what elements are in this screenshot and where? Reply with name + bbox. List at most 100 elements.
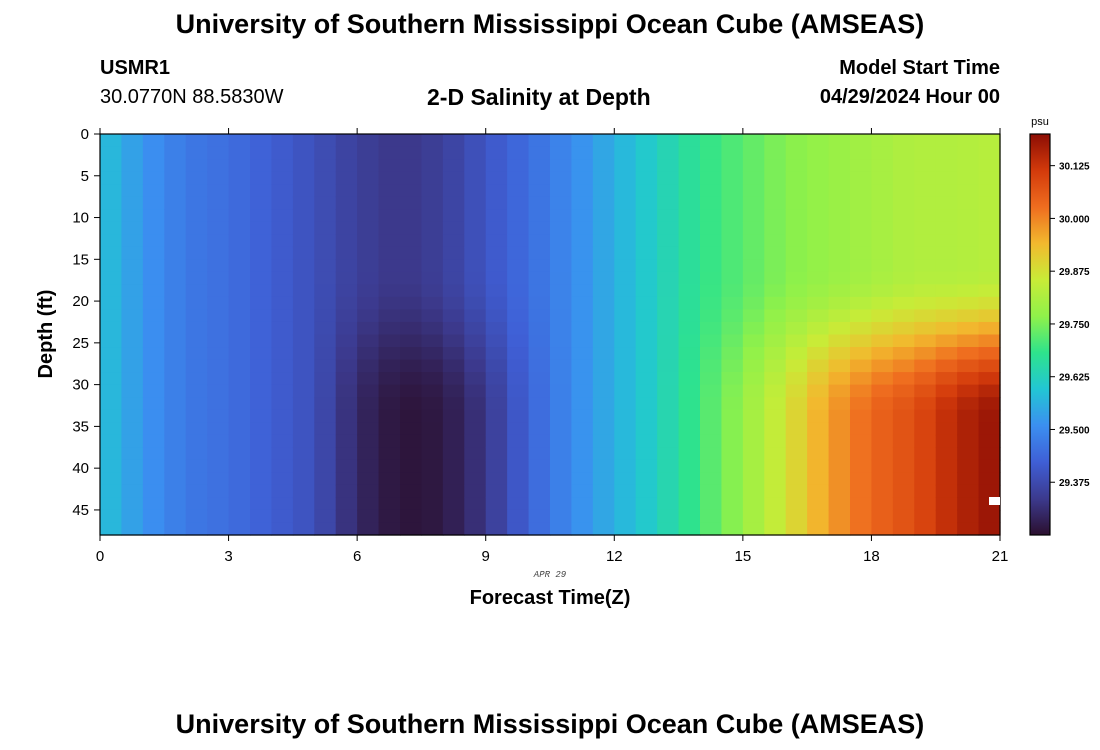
heatmap-cell: [678, 309, 701, 323]
heatmap-cell: [678, 459, 701, 473]
heatmap-cell: [871, 372, 894, 386]
heatmap-cell: [121, 484, 144, 499]
heatmap-cell: [528, 246, 551, 260]
heatmap-cell: [721, 196, 744, 210]
heatmap-cell: [207, 196, 230, 210]
heatmap-cell: [250, 321, 273, 336]
heatmap-cell: [164, 284, 187, 298]
heatmap-cell: [635, 347, 658, 361]
heatmap-cell: [678, 234, 701, 248]
heatmap-cell: [828, 296, 851, 311]
heatmap-cell: [614, 459, 637, 473]
heatmap-cell: [464, 221, 487, 235]
heatmap-cell: [271, 484, 294, 499]
heatmap-cell: [892, 259, 915, 273]
heatmap-cell: [421, 259, 444, 273]
heatmap-cell: [935, 522, 958, 536]
heatmap-cell: [742, 522, 765, 536]
heatmap-cell: [314, 184, 337, 198]
heatmap-cell: [528, 384, 551, 398]
heatmap-cell: [528, 134, 551, 148]
heatmap-cell: [442, 146, 465, 160]
heatmap-cell: [485, 309, 508, 323]
heatmap-cell: [421, 209, 444, 223]
heatmap-cell: [335, 146, 358, 160]
heatmap-cell: [850, 271, 873, 285]
heatmap-cell: [271, 284, 294, 298]
heatmap-cell: [292, 296, 315, 311]
heatmap-cell: [892, 271, 915, 285]
heatmap-cell: [721, 321, 744, 336]
heatmap-cell: [978, 347, 1001, 361]
heatmap-cell: [742, 159, 765, 173]
heatmap-cell: [400, 359, 423, 373]
heatmap-cell: [721, 271, 744, 285]
heatmap-cell: [614, 321, 637, 336]
heatmap-cell: [785, 509, 808, 524]
heatmap-cell: [250, 472, 273, 486]
heatmap-cell: [314, 146, 337, 160]
heatmap-cell: [850, 309, 873, 323]
heatmap-cell: [228, 171, 251, 185]
heatmap-cell: [892, 384, 915, 398]
heatmap-cell: [678, 159, 701, 173]
heatmap-cell: [571, 209, 594, 223]
heatmap-cell: [378, 334, 401, 348]
heatmap-cell: [357, 359, 380, 373]
heatmap-cell: [871, 484, 894, 499]
heatmap-cell: [635, 447, 658, 461]
heatmap-cell: [142, 347, 165, 361]
heatmap-cell: [207, 184, 230, 198]
heatmap-cell: [678, 221, 701, 235]
heatmap-cell: [871, 321, 894, 336]
heatmap-cell: [335, 484, 358, 499]
heatmap-cell: [700, 397, 723, 411]
heatmap-cell: [892, 447, 915, 461]
heatmap-cell: [142, 397, 165, 411]
heatmap-cell: [228, 184, 251, 198]
heatmap-cell: [807, 196, 830, 210]
heatmap-cell: [142, 309, 165, 323]
heatmap-cell: [871, 284, 894, 298]
heatmap-cell: [828, 196, 851, 210]
heatmap-cell: [807, 384, 830, 398]
heatmap-cell: [614, 334, 637, 348]
x-tick-label: 12: [606, 548, 623, 565]
heatmap-cell: [935, 196, 958, 210]
colorbar-tick-label: 30.000: [1059, 214, 1090, 225]
x-tick-label: 18: [863, 548, 880, 565]
heatmap-cell: [271, 234, 294, 248]
heatmap-cell: [914, 209, 937, 223]
x-tick-label: 0: [96, 548, 104, 565]
heatmap-cell: [935, 409, 958, 423]
heatmap-cell: [635, 472, 658, 486]
heatmap-cell: [657, 271, 680, 285]
heatmap-cell: [378, 347, 401, 361]
heatmap-cell: [400, 134, 423, 148]
heatmap-cell: [185, 321, 208, 336]
heatmap-cell: [871, 497, 894, 511]
heatmap-cell: [100, 321, 123, 336]
heatmap-cell: [228, 134, 251, 148]
heatmap-cell: [978, 359, 1001, 373]
heatmap-cell: [314, 509, 337, 524]
heatmap-cell: [528, 146, 551, 160]
heatmap-cell: [378, 384, 401, 398]
heatmap-cell: [785, 184, 808, 198]
heatmap-cell: [528, 334, 551, 348]
heatmap-cell: [700, 409, 723, 423]
heatmap-cell: [357, 221, 380, 235]
heatmap-cell: [914, 409, 937, 423]
heatmap-cell: [764, 459, 787, 473]
colorbar-tick-label: 30.125: [1059, 162, 1090, 173]
heatmap-cell: [871, 459, 894, 473]
heatmap-cell: [142, 296, 165, 311]
heatmap-cell: [592, 434, 615, 448]
heatmap-cell: [871, 422, 894, 436]
heatmap-cell: [957, 259, 980, 273]
heatmap-cell: [335, 447, 358, 461]
heatmap-cell: [335, 284, 358, 298]
heatmap-cell: [592, 284, 615, 298]
x-tick-label: 9: [482, 548, 490, 565]
heatmap-cell: [550, 397, 573, 411]
